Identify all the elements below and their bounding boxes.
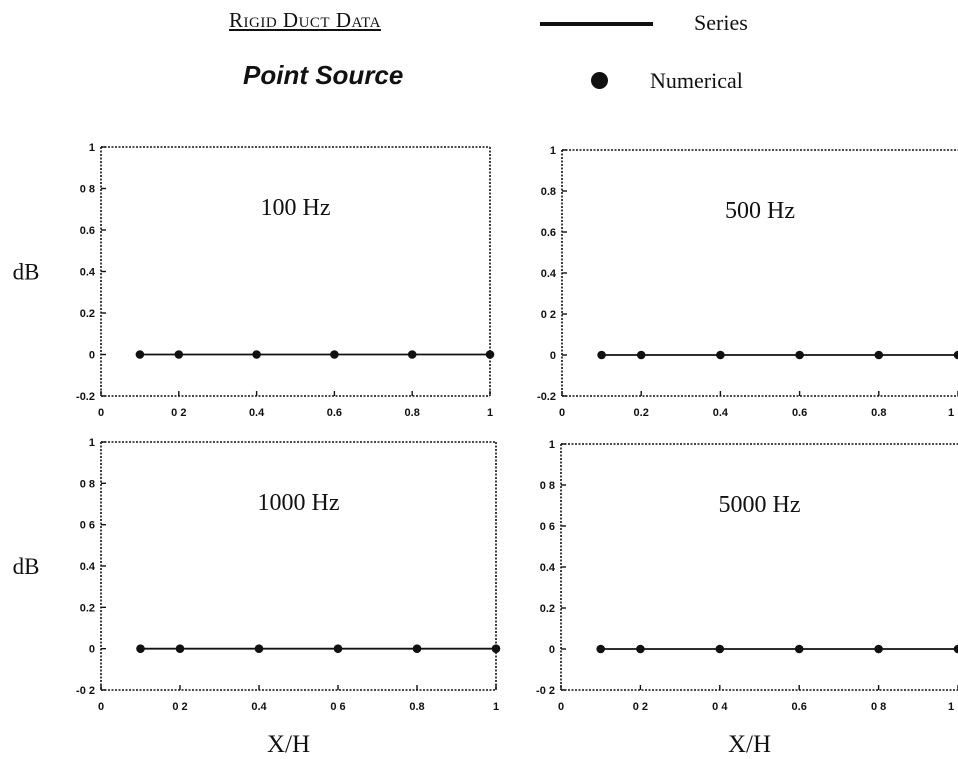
frequency-annotation: 100 Hz (261, 195, 331, 221)
y-tick-label: -0.2 (76, 391, 95, 403)
numerical-point (716, 350, 725, 360)
numerical-point (953, 350, 958, 360)
y-tick-label: -0 2 (536, 685, 555, 697)
x-tick-label: 0 (98, 701, 104, 713)
x-tick-label: 0 2 (171, 407, 186, 419)
y-tick-label: 0 (549, 644, 555, 656)
frequency-annotation: 5000 Hz (719, 492, 801, 518)
y-tick-label: 0.2 (80, 602, 95, 614)
x-tick-label: 0 2 (172, 701, 187, 713)
x-tick-label: 0.8 (409, 701, 424, 713)
y-tick-label: 0.2 (540, 603, 555, 615)
legend-dot-swatch (591, 72, 608, 89)
y-tick-label: 0 (89, 644, 95, 656)
numerical-point (333, 644, 343, 653)
numerical-point (715, 644, 725, 654)
y-tick-label: 1 (89, 142, 95, 154)
x-tick-label: 0 4 (712, 701, 728, 713)
y-tick-label: 0.4 (540, 562, 556, 574)
y-tick-label: 0 6 (80, 520, 95, 532)
numerical-point (636, 350, 646, 360)
y-axis-label: dB (13, 260, 40, 285)
y-axis-label: dB (13, 554, 40, 579)
numerical-point (136, 644, 145, 653)
numerical-point (254, 644, 264, 653)
y-tick-label: 0.4 (80, 561, 96, 573)
numerical-point (636, 644, 645, 654)
numerical-point (175, 644, 185, 653)
x-tick-label: 0 8 (871, 701, 886, 713)
y-tick-label: 0.4 (541, 268, 557, 280)
y-tick-label: 0.8 (541, 186, 556, 198)
x-tick-label: 0 (98, 407, 104, 419)
numerical-point (953, 644, 958, 654)
numerical-point (874, 644, 883, 654)
numerical-point (597, 350, 606, 360)
numerical-point (596, 644, 605, 654)
x-tick-label: 0.6 (792, 701, 807, 713)
x-tick-label: 0.4 (251, 701, 267, 713)
x-tick-label: 1 (948, 701, 954, 713)
numerical-point (794, 644, 804, 654)
frequency-annotation: 500 Hz (725, 198, 795, 224)
y-tick-label: 0.2 (80, 308, 95, 320)
numerical-point (407, 350, 417, 359)
x-tick-label: 1 (493, 701, 499, 713)
numerical-point (135, 350, 145, 359)
x-tick-label: 0.4 (249, 407, 265, 419)
y-tick-label: -0.2 (537, 391, 556, 403)
x-tick-label: 0 2 (633, 701, 648, 713)
y-tick-label: 0 (89, 350, 95, 362)
y-tick-label: 0 2 (541, 309, 556, 321)
y-tick-label: 0 6 (540, 521, 555, 533)
numerical-point (252, 350, 261, 359)
x-tick-label: 0 6 (330, 701, 345, 713)
x-tick-label: 0 (558, 701, 564, 713)
y-tick-label: 0.6 (80, 225, 95, 237)
y-tick-label: 1 (89, 437, 95, 449)
numerical-point (174, 350, 184, 359)
y-tick-label: 0 8 (80, 184, 95, 196)
y-tick-label: 0 (550, 350, 556, 362)
x-tick-label: 0.8 (405, 407, 420, 419)
numerical-point (491, 644, 501, 653)
x-tick-label: 1 (487, 407, 493, 419)
x-tick-label: 0.8 (871, 407, 886, 419)
legend-numerical-label: Numerical (650, 68, 743, 93)
x-tick-label: 0.6 (327, 407, 342, 419)
numerical-point (330, 350, 339, 359)
y-tick-label: 0 8 (80, 478, 95, 490)
y-tick-label: 0.4 (80, 267, 96, 279)
x-axis-label: X/H (728, 731, 771, 758)
x-tick-label: 0 (559, 407, 565, 419)
figure-subtitle: Point Source (243, 60, 404, 90)
y-tick-label: -0 2 (76, 685, 95, 697)
y-tick-label: 0 8 (540, 480, 555, 492)
x-tick-label: 0.2 (634, 407, 649, 419)
legend-series-label: Series (694, 10, 748, 35)
x-tick-label: 0.4 (713, 407, 729, 419)
numerical-point (874, 350, 884, 360)
numerical-point (795, 350, 804, 360)
x-tick-label: 1 (948, 407, 954, 419)
legend-line-swatch (540, 22, 653, 26)
x-axis-label: X/H (267, 731, 310, 758)
y-tick-label: 1 (549, 439, 555, 451)
y-tick-label: 0.6 (541, 227, 556, 239)
numerical-point (485, 350, 495, 359)
figure-title: Rigid Duct Data (229, 8, 381, 32)
frequency-annotation: 1000 Hz (258, 490, 340, 516)
y-tick-label: 1 (550, 145, 556, 157)
numerical-point (412, 644, 422, 653)
x-tick-label: 0.6 (792, 407, 807, 419)
